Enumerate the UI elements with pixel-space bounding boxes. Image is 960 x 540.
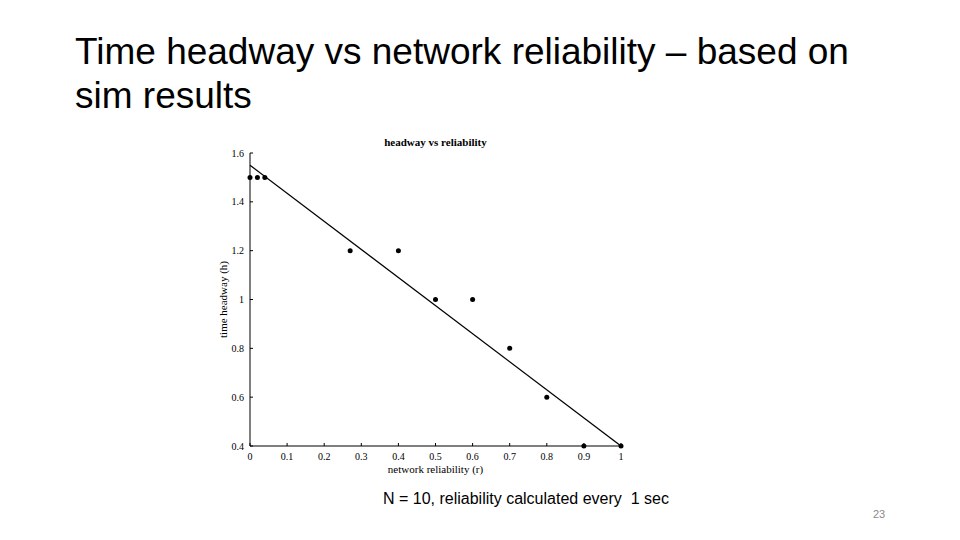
plot-marks	[248, 165, 624, 448]
y-tick-label: 1	[239, 294, 244, 305]
caption: N = 10, reliability calculated every 1 s…	[383, 490, 669, 508]
x-tick-label: 1	[619, 451, 624, 462]
y-tick	[250, 348, 253, 349]
x-tick	[509, 443, 510, 446]
fit-line	[250, 165, 621, 446]
x-tick	[398, 443, 399, 446]
point	[248, 175, 253, 180]
x-tick-label: 0.8	[541, 451, 554, 462]
chart-title: headway vs reliability	[384, 136, 487, 148]
page-number: 23	[873, 508, 885, 520]
x-tick-label: 0.7	[503, 451, 516, 462]
x-tick-label: 0.3	[355, 451, 368, 462]
point	[348, 248, 353, 253]
x-tick	[361, 443, 362, 446]
y-tick-label: 0.8	[232, 343, 245, 354]
x-tick	[435, 443, 436, 446]
point	[581, 444, 586, 449]
point	[470, 297, 475, 302]
slide-title: Time headway vs network reliability – ba…	[75, 30, 855, 118]
x-tick-label: 0.6	[466, 451, 479, 462]
y-tick	[250, 397, 253, 398]
x-tick-label: 0.5	[429, 451, 442, 462]
y-tick-label: 0.4	[232, 441, 245, 452]
x-tick-label: 0.9	[578, 451, 591, 462]
y-tick	[250, 153, 253, 154]
x-tick-label: 0.2	[318, 451, 331, 462]
y-tick-label: 0.6	[232, 392, 245, 403]
point	[255, 175, 260, 180]
y-tick-label: 1.2	[232, 245, 245, 256]
y-tick	[250, 446, 253, 447]
x-tick-label: 0.1	[281, 451, 294, 462]
y-tick-label: 1.4	[232, 196, 245, 207]
x-tick-label: 0	[248, 451, 253, 462]
point	[507, 346, 512, 351]
x-tick	[324, 443, 325, 446]
y-tick	[250, 299, 253, 300]
y-axis-label: time headway (h)	[217, 261, 230, 338]
x-tick	[472, 443, 473, 446]
point	[396, 248, 401, 253]
x-tick-label: 0.4	[392, 451, 405, 462]
x-tick	[546, 443, 547, 446]
x-tick	[287, 443, 288, 446]
point	[433, 297, 438, 302]
chart: 0 0.1 0.2 0.3 0.4 0.5 0.6 0.7 0.8 0.9 1 0.4 0.6 0.8 1 1…	[0, 0, 960, 540]
x-axis-label: network reliability (r)	[388, 463, 484, 476]
y-tick	[250, 250, 253, 251]
y-tick	[250, 201, 253, 202]
slide: Time headway vs network reliability – ba…	[0, 0, 960, 540]
point	[544, 395, 549, 400]
y-tick-label: 1.6	[232, 148, 245, 159]
